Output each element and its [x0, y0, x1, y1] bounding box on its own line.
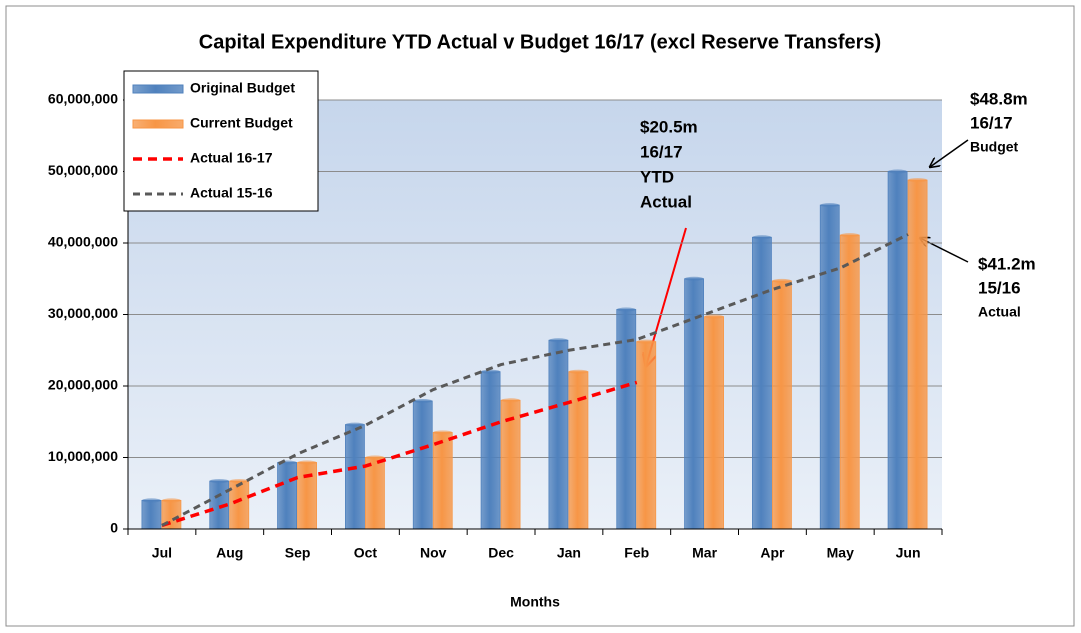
bar-top: [501, 398, 521, 403]
bar-top: [616, 307, 636, 312]
x-tick-label: Nov: [420, 545, 447, 561]
legend-swatch: [132, 84, 184, 94]
legend-label: Actual 15-16: [190, 185, 273, 201]
legend-box: [123, 70, 319, 212]
bar: [704, 316, 724, 530]
bar-top: [548, 338, 568, 343]
bar-top: [908, 178, 928, 183]
bar-top: [636, 339, 656, 344]
bar: [480, 371, 501, 530]
y-tick-label: 20,000,000: [48, 377, 118, 393]
x-tick-label: Dec: [488, 545, 514, 561]
bar: [568, 371, 589, 530]
bar: [345, 424, 365, 530]
legend-label: Current Budget: [190, 115, 293, 131]
y-tick-label: 10,000,000: [48, 448, 118, 464]
bar-top: [684, 276, 704, 281]
bar-top: [888, 169, 908, 174]
annotation-arrow: [930, 139, 969, 167]
y-tick-label: 30,000,000: [48, 305, 118, 321]
chart-title: Capital Expenditure YTD Actual v Budget …: [199, 31, 881, 53]
bar-top: [820, 203, 840, 208]
legend-label: Actual 16-17: [190, 150, 273, 166]
annotation: 16/17: [640, 142, 683, 161]
legend-label: Original Budget: [190, 80, 295, 96]
annotation: $20.5m: [640, 117, 698, 136]
y-tick-label: 0: [110, 520, 118, 536]
annotation-arrow: [920, 238, 969, 263]
bar-top: [772, 278, 792, 283]
bar-top: [297, 460, 317, 465]
bar-top: [141, 498, 161, 503]
line-series: [161, 380, 638, 528]
bar: [907, 179, 928, 530]
bar: [548, 339, 569, 530]
bar: [839, 234, 860, 530]
annotation: 15/16: [978, 278, 1021, 297]
bar-top: [840, 233, 860, 238]
bar-top: [161, 498, 181, 503]
bar-top: [229, 479, 249, 484]
x-tick-label: Apr: [760, 545, 785, 561]
y-tick-label: 40,000,000: [48, 234, 118, 250]
x-tick-label: Mar: [692, 545, 717, 561]
line-series: [161, 233, 909, 527]
bar-top: [752, 235, 772, 240]
bar: [752, 236, 772, 530]
annotation: Budget: [970, 139, 1019, 155]
bar-top: [209, 479, 229, 484]
x-tick-label: Oct: [354, 545, 378, 561]
bar: [412, 400, 433, 530]
annotation: Actual: [978, 304, 1021, 320]
x-tick-label: Jul: [152, 545, 172, 561]
bar: [297, 462, 317, 530]
bar: [277, 462, 297, 530]
y-tick-label: 60,000,000: [48, 91, 118, 107]
bar-top: [704, 314, 724, 319]
x-tick-label: Jun: [896, 545, 921, 561]
bar: [432, 432, 453, 530]
bar-top: [481, 369, 501, 374]
annotation: Actual: [640, 192, 692, 211]
y-tick-label: 50,000,000: [48, 162, 118, 178]
bar: [365, 457, 385, 530]
x-tick-label: Jan: [557, 545, 581, 561]
bar: [141, 499, 162, 530]
bar: [887, 171, 908, 530]
legend-swatch: [132, 119, 184, 129]
annotation: $41.2m: [978, 254, 1036, 273]
bar-top: [365, 455, 385, 460]
bar: [229, 480, 250, 530]
annotation: 16/17: [970, 113, 1013, 132]
bar-top: [345, 422, 365, 427]
bar-top: [568, 369, 588, 374]
bar: [819, 204, 840, 530]
x-tick-label: May: [827, 545, 854, 561]
annotation: YTD: [640, 167, 674, 186]
bar-top: [433, 430, 453, 435]
x-axis-label: Months: [510, 594, 560, 610]
bar: [772, 280, 792, 530]
bar-top: [413, 399, 433, 404]
x-tick-label: Aug: [216, 545, 243, 561]
x-tick-label: Sep: [285, 545, 311, 561]
x-tick-label: Feb: [624, 545, 649, 561]
annotation: $48.8m: [970, 89, 1028, 108]
bar: [636, 341, 657, 530]
